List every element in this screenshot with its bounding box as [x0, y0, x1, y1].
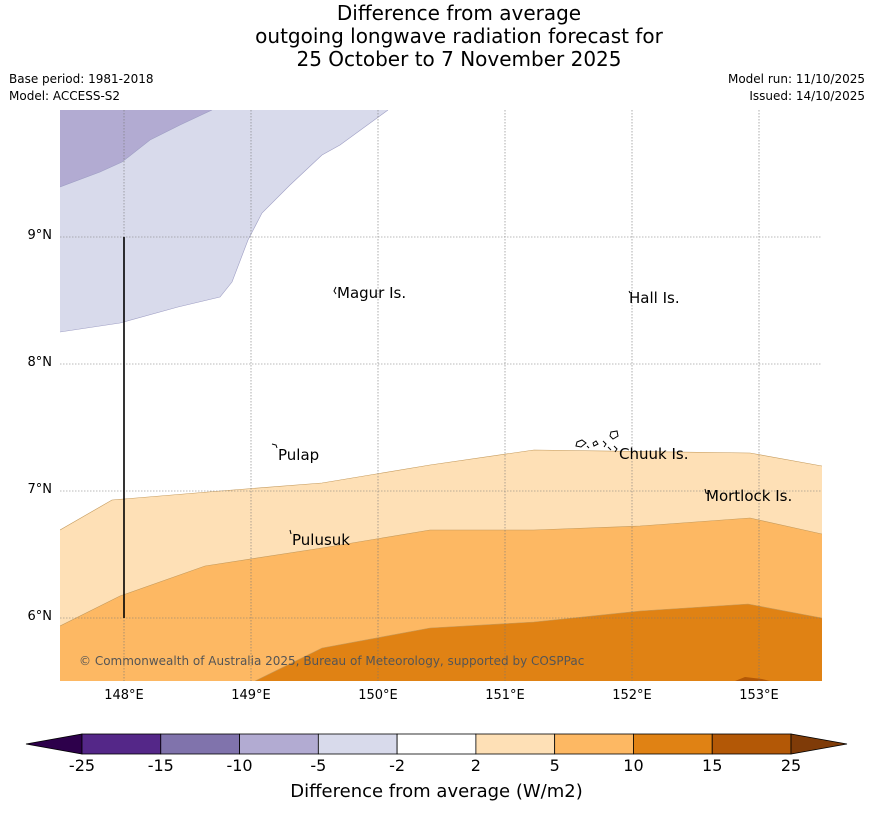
colorbar-tick-label: 25 — [780, 756, 802, 775]
contour-10 — [254, 603, 822, 681]
colorbar-tick-label: 5 — [549, 756, 560, 775]
colorbar-segment — [633, 733, 713, 755]
colorbar-tick-label: 15 — [702, 756, 723, 775]
chuuk-lagoon-mark — [575, 430, 619, 453]
colorbar-segment — [475, 733, 556, 755]
place-label: Magur Is. — [337, 284, 407, 302]
contour-2 — [60, 449, 822, 531]
colorbar-tick-label: -5 — [310, 756, 327, 775]
colorbar-title: Difference from average (W/m2) — [290, 781, 583, 802]
colorbar-segment — [396, 733, 477, 755]
colorbar-segment — [160, 733, 240, 755]
hall-island-mark — [628, 290, 631, 294]
title-line-1: Difference from average — [336, 1, 582, 25]
contour-5 — [60, 517, 822, 627]
mortlock-island-mark — [704, 488, 710, 495]
pulusuk-island-mark — [289, 529, 292, 535]
colorbar-tick-label: -25 — [68, 756, 96, 775]
place-label: Pulusuk — [292, 531, 350, 549]
issued-date: Issued: 14/10/2025 — [749, 89, 865, 103]
colorbar-segment — [317, 733, 398, 755]
lat-label: 9°N — [27, 228, 53, 243]
chart-title: Difference from average outgoing longwav… — [0, 2, 873, 71]
place-label: Hall Is. — [629, 289, 680, 307]
band-15-25 — [735, 677, 770, 681]
colorbar-extend-high — [790, 733, 848, 755]
lon-label: 148°E — [104, 688, 144, 703]
colorbar-tick-label: -15 — [147, 756, 174, 775]
model-run: Model run: 11/10/2025 — [727, 72, 865, 86]
colorbar-segment — [239, 733, 319, 755]
contour-minus10 — [60, 110, 213, 188]
magur-island-mark — [333, 286, 337, 295]
lon-label: 149°E — [231, 688, 271, 703]
contour-minus5 — [60, 110, 389, 333]
place-label: Pulap — [278, 446, 320, 464]
band-minus5-minus2 — [60, 110, 388, 332]
place-label: Mortlock Is. — [706, 487, 793, 505]
colorbar-tick-label: -2 — [389, 756, 406, 775]
lon-label: 150°E — [358, 688, 398, 703]
pulap-island-mark — [271, 443, 278, 449]
lon-label: 152°E — [612, 688, 652, 703]
lat-label: 7°N — [27, 482, 53, 497]
title-line-2: outgoing longwave radiation forecast for — [255, 24, 663, 48]
model-name: Model: ACCESS-S2 — [9, 89, 121, 103]
meta-left: Base period: 1981-2018 Model: ACCESS-S2 — [9, 71, 154, 105]
colorbar-segment — [711, 733, 792, 755]
colorbar-segment — [554, 733, 634, 755]
meta-right: Model run: 11/10/2025 Issued: 14/10/2025 — [728, 71, 865, 105]
colorbar-tick-label: 10 — [623, 756, 644, 775]
colorbar-tick-label: -10 — [226, 756, 253, 775]
colorbar-tick-label: 2 — [470, 756, 481, 775]
lon-label: 153°E — [739, 688, 779, 703]
base-period: Base period: 1981-2018 — [9, 72, 154, 86]
band-minus10-minus5 — [60, 110, 212, 187]
place-label: Chuuk Is. — [619, 445, 689, 463]
colorbar-extend-low — [25, 733, 83, 755]
copyright-notice: © Commonwealth of Australia 2025, Bureau… — [79, 654, 585, 668]
lon-label: 151°E — [485, 688, 525, 703]
lat-label: 6°N — [27, 609, 53, 624]
colorbar-segment — [81, 733, 162, 755]
lat-label: 8°N — [27, 355, 53, 370]
title-line-3: 25 October to 7 November 2025 — [296, 47, 622, 71]
band-10-15 — [255, 604, 822, 681]
